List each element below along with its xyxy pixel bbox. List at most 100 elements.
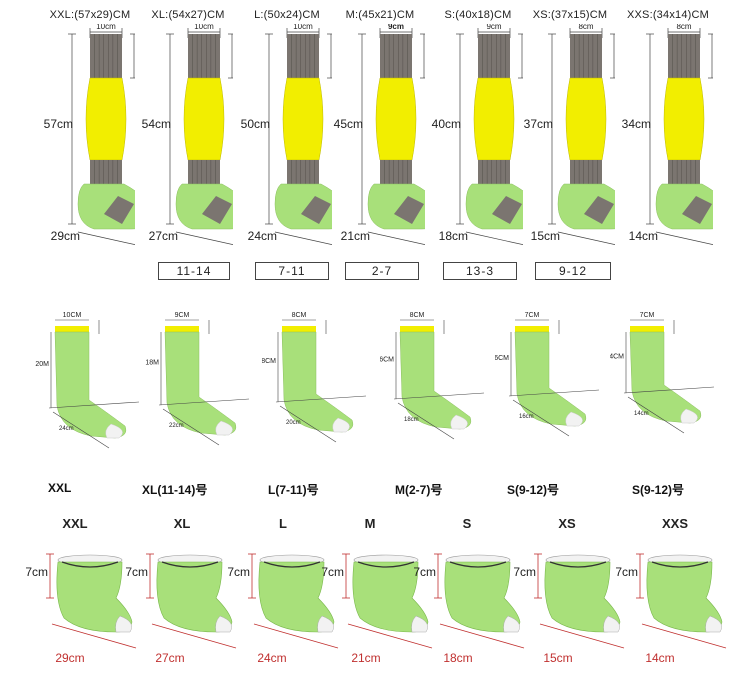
toe-section bbox=[317, 615, 334, 633]
top-width-label: 7CM bbox=[525, 312, 540, 319]
toe-section bbox=[215, 615, 232, 633]
toe-section bbox=[680, 408, 698, 424]
mid-sock-diagram: 8CM 16CM 18cm bbox=[380, 312, 485, 440]
leg-section bbox=[375, 77, 417, 161]
ankle-sock-diagram: 7cm 24cm bbox=[227, 553, 339, 665]
size-label: XXL bbox=[48, 481, 72, 495]
size-range-box: 2-7 bbox=[345, 262, 419, 280]
cuff-band bbox=[478, 34, 510, 78]
top-width-label: 10cm bbox=[96, 24, 116, 31]
height-label: 7cm bbox=[321, 565, 344, 579]
size-label: S(9-12)号 bbox=[507, 483, 560, 497]
long-sock-diagram: 8cm10cm37cm15cm bbox=[524, 24, 615, 246]
foot-length-label: 18cm bbox=[404, 417, 419, 423]
ankle-band bbox=[668, 160, 700, 184]
size-title: XXL:(57x29)CM bbox=[49, 9, 131, 21]
height-label: 18M bbox=[145, 360, 159, 367]
size-title: M:(45x21)CM bbox=[345, 9, 415, 21]
long-sock-diagram: 8cm10cm34cm14cm bbox=[622, 24, 713, 246]
top-width-label: 8CM bbox=[410, 312, 425, 319]
long-sock-diagram: 9cm10cm40cm18cm bbox=[432, 24, 523, 246]
foot-length-label: 27cm bbox=[155, 651, 184, 665]
size-label: L bbox=[279, 516, 287, 531]
sock-body bbox=[54, 331, 127, 439]
toe-section bbox=[450, 414, 468, 430]
top-width-label: 9cm bbox=[388, 24, 404, 31]
cuff-band bbox=[188, 34, 220, 78]
size-label: XS bbox=[558, 516, 576, 531]
size-label: M(2-7)号 bbox=[395, 483, 443, 497]
height-label: 20M bbox=[35, 361, 49, 368]
top-width-label: 8cm bbox=[676, 24, 691, 31]
size-title: L:(50x24)CM bbox=[254, 9, 320, 21]
size-range-box: 7-11 bbox=[255, 262, 329, 280]
toe-section bbox=[105, 423, 123, 439]
ankle-band bbox=[90, 160, 122, 184]
cuff-band bbox=[287, 34, 319, 78]
mid-sock-diagram: 7CM 14CM 14cm bbox=[610, 312, 715, 434]
long-sock-diagram: 10cm12cm50cm24cm bbox=[241, 24, 332, 246]
sock-body bbox=[629, 331, 702, 424]
length-label: 57cm bbox=[44, 117, 73, 131]
foot-band bbox=[104, 196, 134, 224]
size-label: M bbox=[364, 516, 376, 531]
top-width-label: 9cm bbox=[486, 24, 501, 31]
toe-section bbox=[565, 411, 583, 427]
size-title: XL:(54x27)CM bbox=[151, 9, 225, 21]
toe-section bbox=[411, 615, 428, 633]
top-width-label: 9CM bbox=[175, 312, 190, 319]
size-label: L(7-11)号 bbox=[268, 483, 319, 497]
ankle-sock-diagram: 7cm 29cm bbox=[25, 553, 137, 665]
size-label: S(9-12)号 bbox=[632, 483, 685, 497]
mid-socks-section: 10CM 20M 24cm 9CM 18M 22cm 8CM 18CM 20cm 8CM 16CM 1… bbox=[0, 290, 744, 500]
ankle-sock-diagram: 7cm 18cm bbox=[413, 553, 525, 665]
foot-length-label: 24cm bbox=[59, 426, 74, 432]
ankle-band bbox=[287, 160, 319, 184]
foot-band bbox=[301, 196, 331, 224]
size-label: XXL bbox=[62, 516, 88, 531]
long-socks-section: XXL:(57x29)CM10cm12cm57cm29cmXL:(54x27)C… bbox=[0, 0, 744, 290]
foot-length-label: 18cm bbox=[443, 651, 472, 665]
foot-length-label: 22cm bbox=[169, 423, 184, 429]
foot-length-label: 24cm bbox=[257, 651, 286, 665]
long-sock-diagram: 10cm12cm54cm27cm bbox=[142, 24, 233, 246]
foot-length-label: 29cm bbox=[55, 651, 84, 665]
length-label: 37cm bbox=[524, 117, 553, 131]
long-sock-diagram: 9cm12cm45cm21cm bbox=[334, 24, 425, 246]
foot-band bbox=[394, 196, 424, 224]
foot-band bbox=[202, 196, 232, 224]
height-label: 7cm bbox=[513, 565, 536, 579]
top-width-label: 10cm bbox=[293, 24, 313, 31]
cuff-band bbox=[165, 326, 199, 332]
height-label: 7cm bbox=[25, 565, 48, 579]
sock-body bbox=[514, 331, 587, 427]
ankle-sock-diagram: 7cm 14cm bbox=[615, 553, 727, 665]
foot-band bbox=[584, 196, 614, 224]
ankle-sock-diagram: 7cm 27cm bbox=[125, 553, 237, 665]
height-label: 16CM bbox=[495, 355, 509, 362]
sock-body bbox=[281, 331, 354, 433]
top-width-label: 10CM bbox=[63, 312, 82, 319]
foot-length-label: 15cm bbox=[531, 229, 560, 243]
height-label: 7cm bbox=[413, 565, 436, 579]
foot-length-label: 27cm bbox=[149, 229, 178, 243]
cuff-band bbox=[400, 326, 434, 332]
mid-sock-diagram: 7CM 16CM 16cm bbox=[495, 312, 600, 437]
leg-section bbox=[183, 77, 225, 161]
cuff-band bbox=[380, 34, 412, 78]
cuff-band bbox=[570, 34, 602, 78]
ankle-band bbox=[380, 160, 412, 184]
foot-length-label: 21cm bbox=[351, 651, 380, 665]
size-title: XS:(37x15)CM bbox=[532, 9, 608, 21]
foot-length-label: 18cm bbox=[439, 229, 468, 243]
ankle-sock-diagram: 7cm 15cm bbox=[513, 553, 625, 665]
leg-section bbox=[85, 77, 127, 161]
length-label: 40cm bbox=[432, 117, 461, 131]
leg-section bbox=[565, 77, 607, 161]
ankle-band bbox=[570, 160, 602, 184]
cuff-band bbox=[55, 326, 89, 332]
height-label: 7cm bbox=[615, 565, 638, 579]
cuff-band bbox=[515, 326, 549, 332]
top-width-label: 10cm bbox=[194, 24, 214, 31]
length-label: 45cm bbox=[334, 117, 363, 131]
